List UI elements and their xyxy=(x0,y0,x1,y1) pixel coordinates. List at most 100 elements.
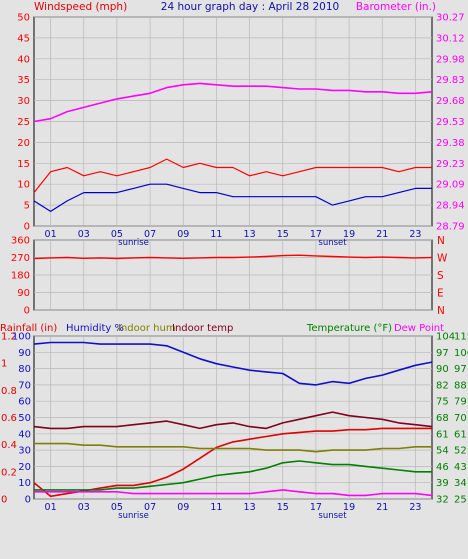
rain-tick-label: 1.2 xyxy=(1,332,17,343)
hour-tick-label: 23 xyxy=(409,229,421,240)
humidity-tick-label: 0 xyxy=(25,495,31,506)
temp-left-tick-label: 79 xyxy=(454,397,467,408)
hour-tick-label: 03 xyxy=(78,502,90,513)
hour-tick-label: 07 xyxy=(144,229,156,240)
compass-label: W xyxy=(437,253,448,265)
rainfall-line xyxy=(33,427,432,498)
wind-tick-label: 15 xyxy=(17,159,30,170)
hour-tick-label: 07 xyxy=(144,502,156,513)
hour-tick-label: 01 xyxy=(45,229,57,240)
temp-right-tick-label: 104 xyxy=(436,332,455,343)
temp-right-tick-label: 61 xyxy=(436,429,449,440)
hour-tick-label: 21 xyxy=(376,502,388,513)
barometer-tick-label: 28.79 xyxy=(436,222,465,233)
rain-tick-label: 0.4 xyxy=(1,440,17,451)
direction-tick-label: 360 xyxy=(11,236,30,247)
hour-tick-label: 11 xyxy=(210,502,222,513)
temp-right-tick-label: 90 xyxy=(436,364,449,375)
barometer-tick-label: 30.12 xyxy=(436,33,465,44)
hour-tick-label: 09 xyxy=(177,502,189,513)
humidity-tick-label: 90 xyxy=(18,348,31,359)
sunset-label: sunset xyxy=(318,238,347,248)
humidity-tick-label: 70 xyxy=(18,380,31,391)
legend-indoor-hum: Indoor hum xyxy=(118,323,176,334)
compass-label: E xyxy=(437,288,444,300)
hour-tick-label: 11 xyxy=(210,229,222,240)
wind-tick-label: 25 xyxy=(17,117,30,128)
temp-left-tick-label: 70 xyxy=(454,413,467,424)
wind-tick-label: 30 xyxy=(17,96,30,107)
humidity-tick-label: 10 xyxy=(18,478,31,489)
hour-tick-label: 13 xyxy=(244,502,256,513)
hour-tick-label: 03 xyxy=(78,229,90,240)
hour-tick-label: 05 xyxy=(111,502,123,513)
barometer-tick-label: 29.83 xyxy=(436,75,465,86)
rain-tick-label: 0 xyxy=(1,495,7,506)
temperature-line xyxy=(34,460,432,491)
chart-title: 24 hour graph day : April 28 2010 xyxy=(161,1,339,13)
hour-tick-label: 15 xyxy=(277,502,289,513)
series-lines xyxy=(33,82,433,498)
humidity-tick-label: 60 xyxy=(18,397,31,408)
hour-tick-label: 15 xyxy=(277,229,289,240)
direction-tick-label: 0 xyxy=(24,306,30,317)
hour-tick-label: 17 xyxy=(310,502,322,513)
humidity-line xyxy=(33,341,433,386)
sunrise-label: sunrise xyxy=(118,511,149,521)
temp-left-tick-label: 25 xyxy=(454,495,467,506)
rain-tick-label: 1 xyxy=(1,359,7,370)
direction-tick-label: 180 xyxy=(11,271,30,282)
temp-right-tick-label: 32 xyxy=(436,495,449,506)
wind-tick-label: 10 xyxy=(17,180,30,191)
temp-left-tick-label: 97 xyxy=(454,364,467,375)
sunset-label: sunset xyxy=(318,511,347,521)
hour-tick-label: 21 xyxy=(376,229,388,240)
humidity-tick-label: 20 xyxy=(18,462,31,473)
hour-tick-label: 19 xyxy=(343,502,355,513)
legend-indoor-temp: Indoor temp xyxy=(172,323,233,334)
indoor-humidity-line xyxy=(34,442,432,453)
wind-tick-label: 20 xyxy=(17,138,30,149)
legend-humidity: Humidity % xyxy=(66,323,124,334)
hour-tick-label: 19 xyxy=(343,229,355,240)
temp-right-tick-label: 39 xyxy=(436,478,449,489)
windspeed-line xyxy=(33,158,432,193)
humidity-tick-label: 80 xyxy=(18,364,31,375)
temp-left-tick-label: 106 xyxy=(454,348,468,359)
temp-right-tick-label: 82 xyxy=(436,380,449,391)
humidity-tick-label: 30 xyxy=(18,446,31,457)
temp-left-tick-label: 34 xyxy=(454,478,467,489)
temp-left-tick-label: 61 xyxy=(454,429,467,440)
barometer-tick-label: 29.09 xyxy=(436,180,465,191)
wind-average-line xyxy=(33,183,432,212)
hour-tick-label: 09 xyxy=(177,229,189,240)
barometer-tick-label: 29.98 xyxy=(436,54,465,65)
wind-tick-label: 45 xyxy=(17,33,30,44)
legend-dew-point: Dew Point xyxy=(394,323,444,334)
compass-label: N xyxy=(437,235,445,247)
windspeed-axis-title: Windspeed (mph) xyxy=(34,1,127,13)
temp-left-tick-label: 115 xyxy=(454,332,468,343)
humidity-tick-label: 40 xyxy=(18,429,31,440)
sunrise-label: sunrise xyxy=(118,238,149,248)
temp-left-tick-label: 43 xyxy=(454,462,467,473)
barometer-tick-label: 30.27 xyxy=(436,13,465,24)
rain-tick-label: 0.8 xyxy=(1,386,17,397)
temp-right-tick-label: 68 xyxy=(436,413,449,424)
hour-tick-label: 01 xyxy=(45,502,57,513)
temp-right-tick-label: 46 xyxy=(436,462,449,473)
hour-tick-label: 05 xyxy=(111,229,123,240)
legend-temperature: Temperature (°F) xyxy=(306,323,392,334)
dew-point-line xyxy=(34,489,433,497)
indoor-temp-line xyxy=(33,411,433,430)
rain-tick-label: 0.6 xyxy=(1,413,17,424)
temp-right-tick-label: 75 xyxy=(436,397,449,408)
wind-tick-label: 5 xyxy=(24,201,30,212)
barometer-axis-title: Barometer (in.) xyxy=(356,1,436,13)
barometer-line xyxy=(33,82,433,123)
direction-tick-label: 270 xyxy=(11,253,30,264)
rain-tick-label: 0.2 xyxy=(1,467,17,478)
temp-left-tick-label: 88 xyxy=(454,380,467,391)
wind-tick-label: 35 xyxy=(17,75,30,86)
